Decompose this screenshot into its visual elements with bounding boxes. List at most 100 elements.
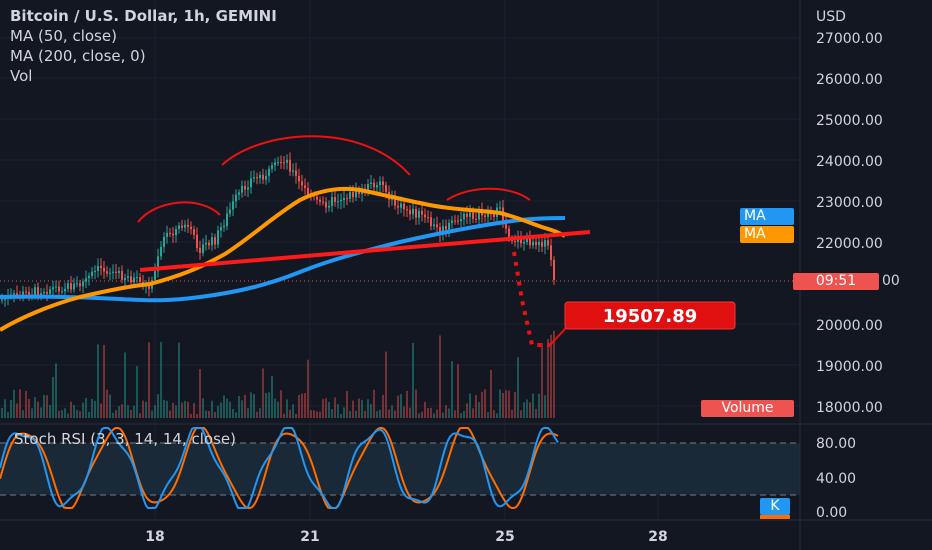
candle-body [352,192,354,198]
candle-body [229,209,231,214]
candle-body [157,256,159,272]
candle-body [328,205,330,208]
volume-bar [445,405,447,418]
candle-body [52,287,54,290]
volume-bar [517,357,519,418]
rsi-title[interactable]: Stoch RSI (3, 3, 14, 14, close) [14,430,236,448]
candle-body [469,212,471,217]
volume-bar [478,402,480,418]
candle-body [217,230,219,245]
volume-bar [439,335,441,418]
candle-body [196,234,198,249]
volume-bar [88,411,90,418]
rsi-tick: 40.00 [816,471,856,487]
volume-bar [280,390,282,418]
volume-bar [79,411,81,418]
candle-body [424,214,426,218]
time-label: 28 [648,529,667,545]
candle-body [346,198,348,200]
candle-body [457,220,459,222]
volume-bar [286,399,288,418]
volume-bar [130,409,132,418]
volume-bar [142,400,144,418]
volume-bar [61,410,63,418]
rsi-tick: 80.00 [816,436,856,452]
candle-body [187,224,189,227]
candle-body [415,208,417,218]
candle-body [49,289,51,294]
volume-bar [235,412,237,418]
candle-body [67,283,69,289]
candle-body [262,174,264,180]
candle-body [493,214,495,217]
volume-bar [367,399,369,418]
volume-bar [340,413,342,418]
volume-bar [292,404,294,418]
volume-bar [37,401,39,418]
candle-body [25,291,27,293]
candle-body [442,226,444,235]
volume-bar [421,411,423,418]
volume-bar [529,402,531,418]
volume-bar [442,412,444,418]
candle-body [460,219,462,221]
candle-body [298,175,300,182]
candle-body [238,192,240,195]
indicator-ma50[interactable]: MA (50, close) [10,27,117,45]
volume-bar [418,413,420,418]
volume-bar [157,394,159,418]
candle-body [64,288,66,292]
volume-bar [490,369,492,418]
candle-body [367,183,369,192]
volume-bar [547,339,549,418]
volume-bar [229,401,231,418]
volume-bar [382,394,384,418]
target-price-text: 19507.89 [603,306,698,327]
candle-body [307,187,309,195]
volume-bar [28,398,30,418]
candle-body [37,287,39,296]
candle-body [433,224,435,227]
price-tick: 24000.00 [816,154,883,170]
volume-bar [400,394,402,418]
target-price-callout[interactable] [564,301,736,330]
volume-bar [244,394,246,418]
indicator-volume[interactable]: Vol [10,67,33,85]
volume-bar [304,393,306,418]
candle-body [91,271,93,276]
volume-bar [433,413,435,418]
volume-bar [523,402,525,418]
volume-bar [121,404,123,418]
candle-body [295,170,297,176]
candle-body [109,272,111,274]
candle-body [373,182,375,188]
volume-bar [508,390,510,418]
volume-bar [193,403,195,418]
candle-body [199,248,201,253]
volume-bar [361,400,363,418]
ma-200-line [0,216,566,303]
volume-bar [550,334,552,418]
candle-body [34,287,36,295]
candlesticks [1,152,555,307]
candle-body [421,210,423,215]
volume-bar [166,400,168,418]
candle-body [115,271,117,274]
candle-body [181,225,183,228]
candle-body [520,237,522,244]
candle-body [85,278,87,282]
volume-bar [253,394,255,418]
candle-body [4,298,6,300]
volume-bar [259,408,261,418]
price-tick: 20000.00 [816,318,883,334]
volume-bar [226,398,228,418]
candle-body [526,237,528,243]
volume-bar [115,410,117,418]
candle-body [412,208,414,215]
candle-body [166,232,168,237]
volume-bar [163,399,165,418]
volume-bar [196,413,198,418]
indicator-ma200[interactable]: MA (200, close, 0) [10,47,146,65]
volume-bar [277,401,279,418]
